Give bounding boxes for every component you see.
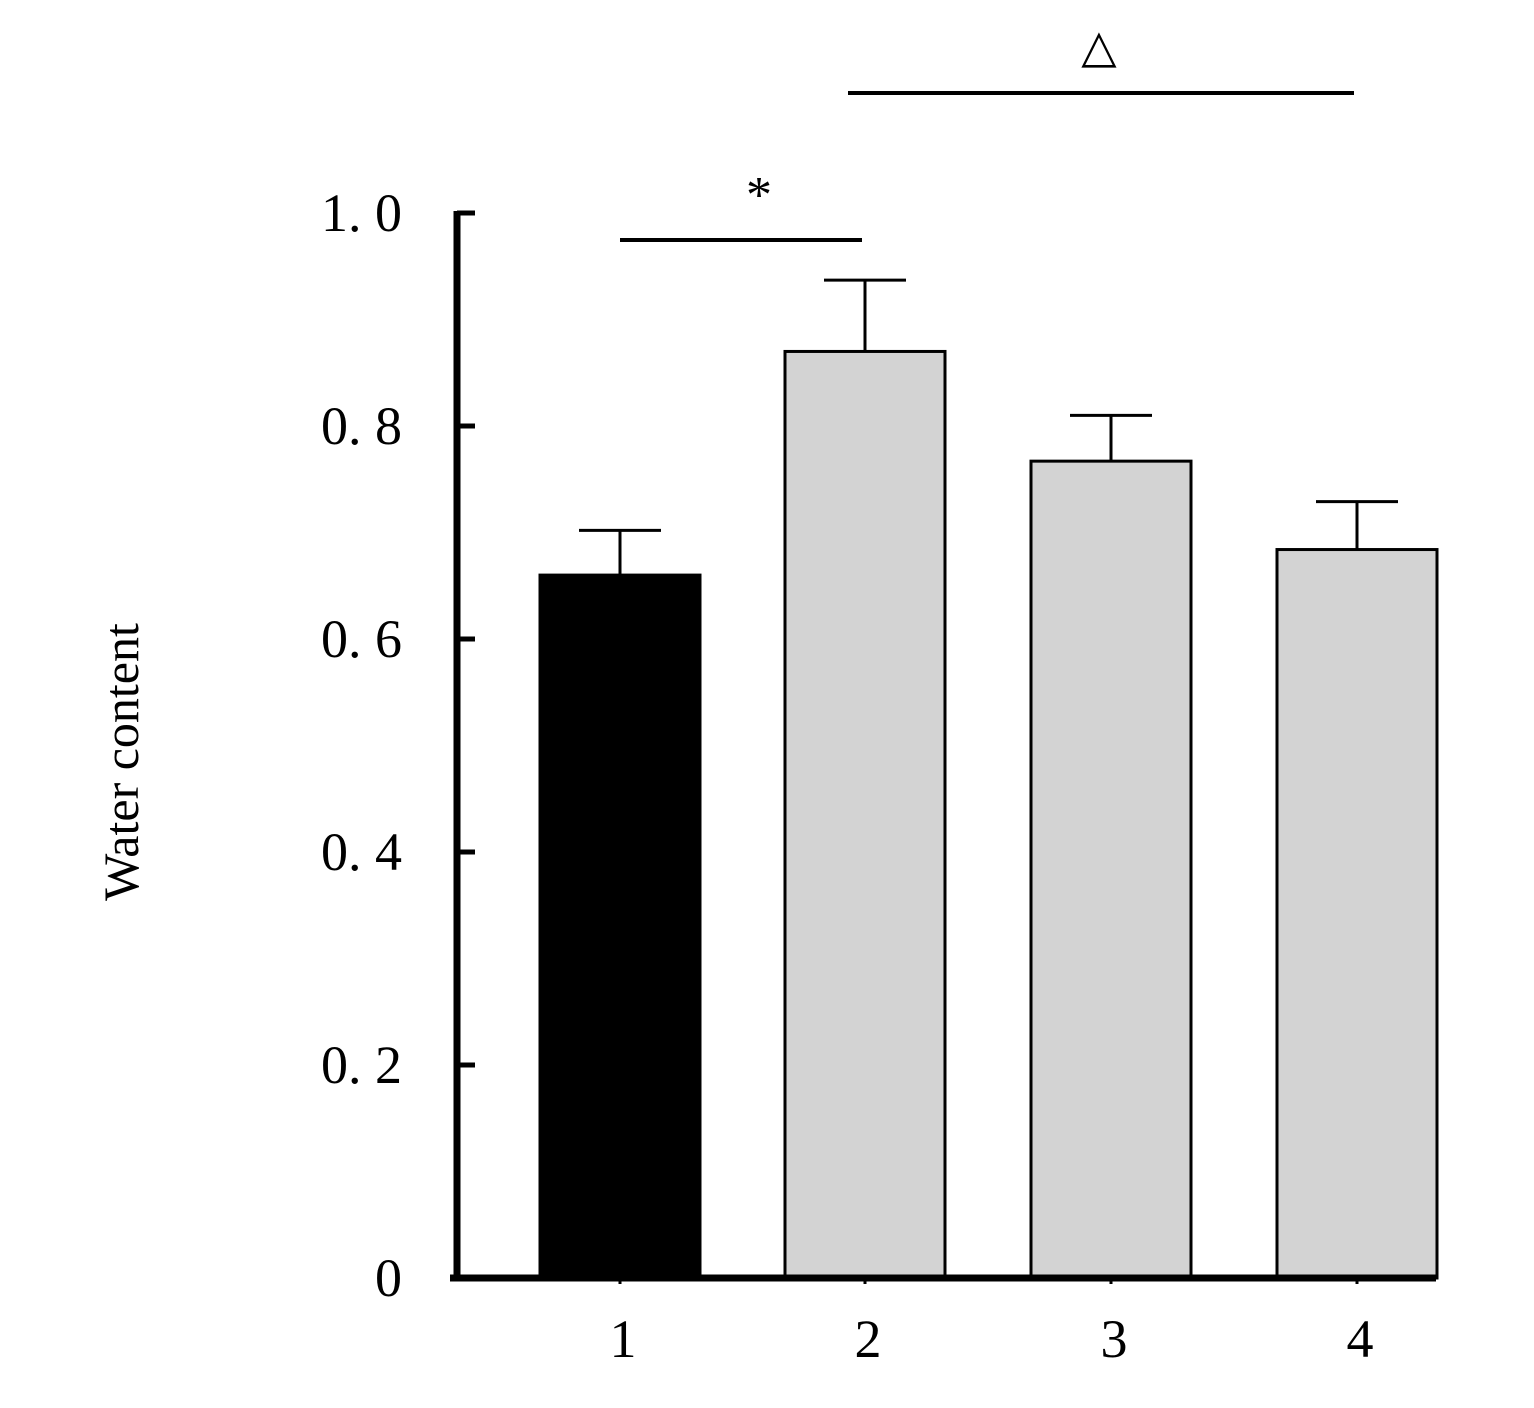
bar-1 bbox=[538, 573, 702, 1280]
y-ticks-group: 0 0. 2 0. 4 0. 6 0. 8 1. 0 bbox=[321, 183, 475, 1308]
y-tick-label: 1. 0 bbox=[321, 183, 402, 243]
bar-2 bbox=[783, 349, 947, 1280]
x-tick-label: 1 bbox=[610, 1309, 637, 1369]
y-tick-label: 0. 4 bbox=[321, 822, 402, 882]
significance-symbol: △ bbox=[1081, 21, 1117, 72]
y-tick-label: 0 bbox=[375, 1248, 402, 1308]
significance-group: *△ bbox=[620, 21, 1354, 242]
axes-group bbox=[450, 211, 1436, 1284]
bar-4 bbox=[1275, 548, 1439, 1280]
x-tick-label: 2 bbox=[855, 1309, 882, 1369]
x-tick-label: 3 bbox=[1101, 1309, 1128, 1369]
significance-symbol: * bbox=[746, 167, 772, 224]
x-tick-labels-group: 1 2 3 4 bbox=[610, 1309, 1374, 1369]
x-tick-label: 4 bbox=[1347, 1309, 1374, 1369]
bars-group bbox=[538, 349, 1439, 1280]
bar-3 bbox=[1029, 459, 1193, 1280]
y-tick-label: 0. 8 bbox=[321, 396, 402, 456]
y-tick-label: 0. 2 bbox=[321, 1035, 402, 1095]
y-axis-label: Water content bbox=[93, 623, 149, 901]
error-bars-group bbox=[579, 278, 1398, 576]
y-tick-label: 0. 6 bbox=[321, 609, 402, 669]
